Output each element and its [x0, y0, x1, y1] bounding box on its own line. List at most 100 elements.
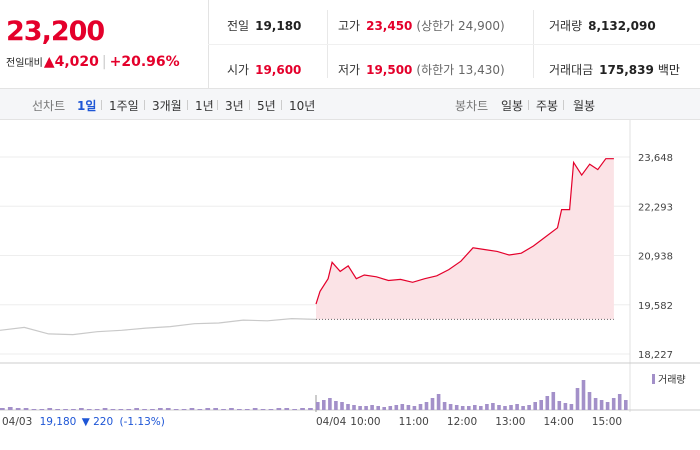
volume-bar	[394, 405, 399, 410]
tab-period-3m[interactable]: 3개월	[152, 99, 182, 113]
tab-period-1y[interactable]: 1년	[195, 99, 214, 113]
prev-day-rate: (-1.13%)	[120, 416, 165, 428]
volume-bar	[454, 405, 459, 410]
trade-amount: 거래대금 175,839 백만	[549, 63, 680, 77]
tab-candle-daily[interactable]: 일봉	[501, 99, 524, 113]
y-tick-label: 23,648	[638, 153, 673, 164]
volume-bar	[47, 408, 53, 410]
volume-bar	[0, 408, 5, 410]
volume-bar	[213, 408, 218, 410]
volume-bar	[624, 400, 628, 410]
chart-tab-bar: 선차트 1일 1주일 3개월 1년 3년 5년 10년 봉차트 일봉 주봉 월봉	[0, 89, 700, 120]
quote-header: 23,200 전일대비▲4,020 | +20.96% 전일 19,180 고가 23,…	[0, 0, 700, 89]
volume-bar	[229, 408, 234, 410]
tab-period-3y[interactable]: 3년	[225, 99, 244, 113]
tab-period-5y[interactable]: 5년	[257, 99, 276, 113]
volume-bar	[509, 405, 513, 410]
volume-bar	[334, 401, 338, 410]
tab-candle-monthly[interactable]: 월봉	[573, 99, 596, 113]
today-price-line	[315, 158, 614, 305]
volume-bar	[479, 406, 483, 410]
volume-bar	[197, 409, 203, 410]
volume-bar	[430, 398, 435, 410]
change-value: 4,020	[54, 54, 99, 70]
volume-bar	[15, 408, 21, 410]
open-price: 시가 19,600	[227, 63, 302, 77]
x-tick-label: 04/04	[316, 416, 347, 428]
volume-legend: 거래량	[658, 374, 686, 386]
prev-day-change: 220	[93, 416, 113, 428]
volume-bar	[284, 408, 290, 410]
x-tick-label: 15:00	[592, 416, 622, 428]
volume-bar	[205, 408, 211, 410]
tab-candle-weekly[interactable]: 주봉	[536, 99, 559, 113]
volume-bar	[521, 406, 525, 410]
volume-bar	[110, 409, 116, 410]
volume-bar	[485, 404, 489, 410]
volume-bar	[358, 406, 362, 410]
prev-day-date: 04/03	[2, 416, 32, 428]
volume-bar	[55, 409, 60, 410]
volume-bar	[39, 409, 45, 410]
volume-bar	[260, 409, 266, 410]
tab-period-1d[interactable]: 1일	[77, 99, 97, 113]
volume-bar	[276, 408, 282, 410]
volume-bar	[563, 403, 568, 410]
volume-bar	[158, 408, 163, 410]
volume-bar	[376, 406, 380, 410]
x-tick-label: 10:00	[350, 416, 380, 428]
volume-bar	[134, 408, 139, 410]
volume-bar	[328, 398, 332, 410]
today-price-area	[316, 158, 614, 320]
prev-day-info: 04/03 19,180 ▼ 220 (-1.13%)	[2, 416, 165, 428]
volume-bar	[400, 404, 405, 410]
tab-period-10y[interactable]: 10년	[289, 99, 316, 113]
volume-bar	[569, 404, 574, 410]
volume-bar	[436, 394, 441, 410]
volume-bar	[497, 405, 501, 410]
volume-bar	[79, 408, 84, 410]
volume-bar	[181, 409, 187, 410]
volume-bar	[557, 401, 562, 410]
volume-bar	[322, 400, 326, 410]
volume-bar	[71, 409, 76, 410]
tab-period-1w[interactable]: 1주일	[109, 99, 139, 113]
volume-bar	[31, 409, 37, 410]
price-chart: 23,648 22,293 20,938 19,582 18,227 거래량 04/04…	[0, 120, 700, 428]
volume-bar	[189, 408, 195, 410]
volume-bar	[412, 406, 417, 410]
y-tick-label: 20,938	[638, 252, 673, 263]
volume-bar	[237, 409, 242, 410]
volume-bar	[418, 404, 423, 410]
volume-bar	[491, 403, 495, 410]
volume-bar	[605, 402, 610, 410]
volume-bar	[467, 406, 471, 410]
volume-bar	[388, 406, 393, 410]
x-tick-label: 13:00	[495, 416, 525, 428]
volume-bar	[503, 406, 507, 410]
x-tick-label: 14:00	[544, 416, 574, 428]
candle-chart-label: 봉차트	[455, 99, 489, 113]
volume-bar	[611, 398, 616, 410]
volume-legend-swatch	[652, 374, 655, 384]
volume-bar	[268, 409, 274, 410]
volume-bar	[118, 409, 124, 410]
volume-bar	[593, 398, 598, 410]
volume-bar	[252, 408, 258, 410]
current-price: 23,200	[6, 16, 105, 47]
change-label: 전일대비	[6, 58, 43, 69]
y-tick-label: 22,293	[638, 202, 673, 213]
x-tick-label: 11:00	[399, 416, 429, 428]
volume-bar	[142, 409, 147, 410]
prev-close: 전일 19,180	[227, 19, 302, 33]
low-price: 저가 19,500 (하한가 13,430)	[338, 63, 505, 77]
volume-bar	[406, 405, 411, 410]
up-arrow-icon: ▲	[43, 54, 55, 70]
y-tick-label: 19,582	[638, 301, 673, 312]
volume-bar	[442, 402, 447, 410]
volume-bar	[126, 409, 132, 410]
price-box: 23,200 전일대비▲4,020 | +20.96%	[0, 0, 209, 88]
volume-bar	[165, 408, 171, 410]
volume-bar	[102, 408, 108, 410]
volume-bar	[7, 407, 13, 410]
